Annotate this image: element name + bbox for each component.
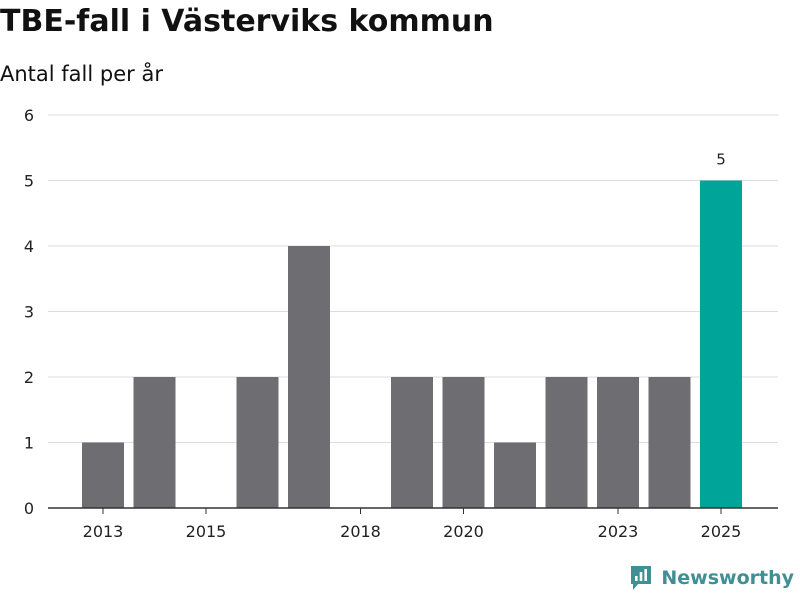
x-tick-label: 2013: [83, 522, 124, 541]
bar-2022: [545, 377, 588, 508]
newsworthy-logo-icon: [631, 566, 652, 590]
bar-2019: [391, 377, 433, 508]
chart-subtitle: Antal fall per år: [0, 62, 163, 86]
y-tick-label: 5: [24, 172, 34, 191]
data-label-2025: 5: [716, 151, 726, 169]
bar-2017: [288, 246, 330, 508]
bar-2013: [82, 442, 124, 508]
bar-2016: [236, 377, 279, 508]
y-tick-label: 2: [24, 368, 34, 387]
bar-2023: [597, 377, 639, 508]
bar-2024: [648, 377, 691, 508]
y-tick-label: 4: [24, 237, 34, 256]
bar-2021: [494, 442, 536, 508]
y-tick-label: 0: [24, 499, 34, 518]
y-tick-label: 3: [24, 303, 34, 322]
bar-2025: [700, 180, 742, 508]
x-tick-label: 2018: [340, 522, 381, 541]
x-tick-label: 2020: [443, 522, 484, 541]
brand-logo: Newsworthy: [629, 564, 794, 592]
x-tick-label: 2025: [701, 522, 742, 541]
x-tick-label: 2023: [598, 522, 639, 541]
bar-2020: [442, 377, 485, 508]
bar-2014: [133, 377, 176, 508]
y-tick-label: 6: [24, 106, 34, 125]
chart-title: TBE-fall i Västerviks kommun: [0, 4, 494, 39]
y-tick-label: 1: [24, 434, 34, 453]
x-tick-label: 2015: [186, 522, 227, 541]
brand-name: Newsworthy: [661, 567, 794, 589]
